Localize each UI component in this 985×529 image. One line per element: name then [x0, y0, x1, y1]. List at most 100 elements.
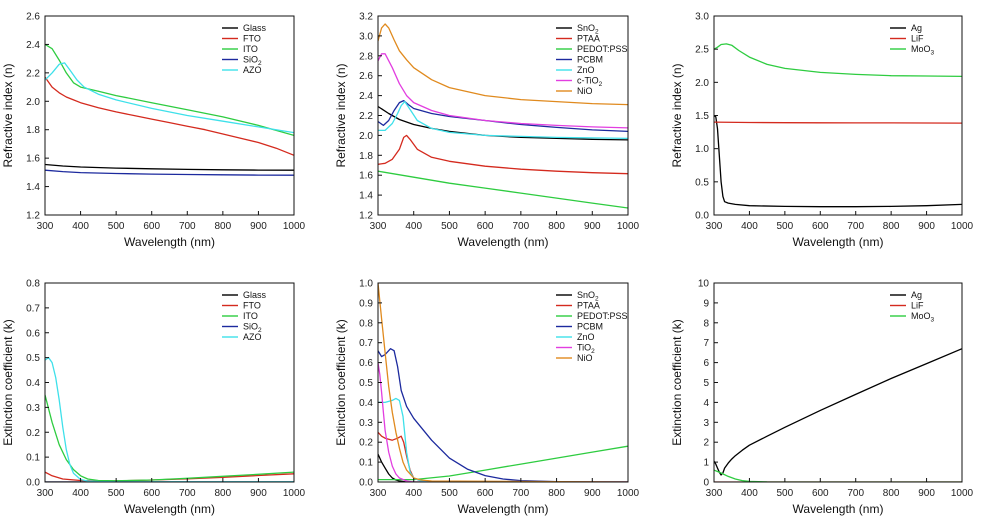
series-line-ag — [714, 348, 962, 476]
y-tick-label: 1.8 — [359, 151, 373, 162]
y-tick-label: 2.5 — [695, 45, 709, 56]
x-tick-label: 600 — [477, 488, 494, 499]
y-axis-title: Extinction coefficient (k) — [1, 319, 15, 446]
series-line-azo — [45, 62, 294, 134]
x-tick-label: 700 — [847, 488, 864, 499]
y-tick-label: 2.0 — [695, 78, 709, 89]
y-tick-label: 10 — [698, 279, 710, 290]
y-tick-label: 2.8 — [359, 51, 373, 62]
x-tick-label: 600 — [143, 221, 160, 232]
x-tick-label: 700 — [847, 221, 864, 232]
x-tick-label: 700 — [179, 221, 196, 232]
y-tick-label: 0.5 — [26, 353, 40, 364]
x-tick-label: 900 — [250, 221, 267, 232]
y-tick-label: 2.4 — [359, 91, 373, 102]
y-tick-label: 0.8 — [26, 279, 40, 290]
y-tick-label: 0.5 — [695, 177, 709, 188]
legend-entry: SiO2 — [243, 322, 262, 335]
y-tick-label: 1.5 — [695, 111, 709, 122]
y-tick-label: 2.0 — [26, 97, 40, 108]
series-line-ito — [45, 43, 294, 137]
x-tick-label: 600 — [143, 488, 160, 499]
x-tick-label: 1000 — [617, 221, 640, 232]
x-axis-title: Wavelength (nm) — [124, 235, 215, 249]
y-tick-label: 3.0 — [695, 12, 709, 23]
chart-panel-3: 300 400 500 600 700 800 900 1000 0.0 0.5 1.0 1.5 2.0… — [670, 12, 974, 250]
y-tick-label: 1 — [703, 458, 709, 469]
y-tick-label: 2.6 — [26, 12, 40, 23]
x-tick-label: 900 — [584, 221, 601, 232]
series-line-ag — [714, 114, 962, 208]
y-tick-label: 0.0 — [695, 211, 709, 222]
legend-entry: ITO — [243, 44, 258, 54]
y-tick-label: 0.0 — [359, 478, 373, 489]
x-tick-label: 600 — [812, 221, 829, 232]
x-axis-title: Wavelength (nm) — [458, 235, 549, 249]
legend-entry: PCBM — [577, 55, 603, 65]
y-tick-label: 6 — [703, 358, 709, 369]
series-line-sno2 — [378, 105, 628, 141]
x-axis-title: Wavelength (nm) — [793, 502, 884, 516]
series-line-zno — [378, 100, 628, 140]
x-tick-label: 600 — [477, 221, 494, 232]
legend-entry: PEDOT:PSS — [577, 311, 628, 321]
y-axis-title: Extinction coefficient (k) — [670, 319, 684, 446]
x-tick-label: 800 — [548, 221, 565, 232]
legend-entry: ITO — [243, 311, 258, 321]
legend-entry: TiO2 — [577, 343, 595, 356]
x-tick-label: 1000 — [283, 221, 306, 232]
y-tick-label: 5 — [703, 378, 709, 389]
y-tick-label: 0 — [703, 478, 709, 489]
x-tick-label: 1000 — [283, 488, 306, 499]
legend-entry: ZnO — [577, 332, 595, 342]
y-tick-label: 1.6 — [26, 154, 40, 165]
legend-entry: ZnO — [577, 65, 595, 75]
series-line-ptaa — [378, 431, 628, 482]
x-tick-label: 500 — [777, 221, 794, 232]
series-line-pcbm — [378, 99, 628, 133]
y-axis-title: Refractive index (n) — [334, 63, 348, 167]
legend-entry: c-TiO2 — [577, 76, 603, 89]
series-line-glass — [45, 163, 294, 171]
y-tick-label: 1.2 — [26, 211, 40, 222]
y-tick-label: 4 — [703, 398, 709, 409]
y-tick-label: 0.3 — [26, 403, 40, 414]
plot-frame — [44, 15, 295, 216]
y-tick-label: 0.6 — [26, 328, 40, 339]
y-tick-label: 3.0 — [359, 31, 373, 42]
y-tick-label: 9 — [703, 298, 709, 309]
y-tick-label: 0.4 — [359, 398, 373, 409]
y-tick-label: 2.0 — [359, 131, 373, 142]
y-tick-label: 0.4 — [26, 378, 40, 389]
y-tick-label: 2.4 — [26, 40, 40, 51]
legend-entry: SnO2 — [577, 290, 599, 303]
y-axis-title: Extinction coefficient (k) — [334, 319, 348, 446]
x-tick-label: 900 — [918, 221, 935, 232]
y-tick-label: 0.3 — [359, 418, 373, 429]
y-tick-label: 0.1 — [26, 453, 40, 464]
y-tick-label: 2 — [703, 438, 709, 449]
y-tick-label: 0.1 — [359, 458, 373, 469]
legend-entry: LiF — [911, 34, 924, 44]
y-tick-label: 1.0 — [359, 279, 373, 290]
legend-entry: PCBM — [577, 322, 603, 332]
y-tick-label: 2.2 — [359, 111, 373, 122]
series-line-sno2 — [378, 453, 628, 482]
legend-entry: AZO — [243, 65, 262, 75]
x-tick-label: 400 — [72, 221, 89, 232]
y-tick-label: 8 — [703, 318, 709, 329]
chart-panel-5: 300 400 500 600 700 800 900 1000 0.0 0.1 0.2 0.3 0.4… — [334, 279, 640, 517]
y-tick-label: 0.6 — [359, 358, 373, 369]
y-tick-label: 0.7 — [359, 338, 373, 349]
x-axis-title: Wavelength (nm) — [793, 235, 884, 249]
x-tick-label: 300 — [370, 488, 387, 499]
y-axis-title: Refractive index (n) — [1, 63, 15, 167]
x-tick-label: 400 — [405, 488, 422, 499]
series-line-fto — [45, 76, 294, 156]
x-tick-label: 300 — [37, 488, 54, 499]
legend-entry: SiO2 — [243, 55, 262, 68]
legend-entry: Glass — [243, 23, 267, 33]
x-axis-title: Wavelength (nm) — [458, 502, 549, 516]
